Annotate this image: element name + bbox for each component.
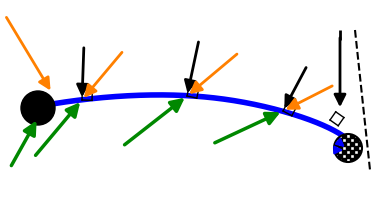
Bar (358, 150, 362, 154)
Bar (342, 158, 346, 162)
Bar (342, 134, 346, 138)
Bar (346, 138, 350, 142)
Bar (350, 134, 354, 138)
Bar (342, 142, 346, 146)
Bar (354, 154, 358, 158)
Bar (350, 150, 354, 154)
Bar (358, 158, 362, 162)
Bar (350, 142, 354, 146)
Bar (358, 142, 362, 146)
Bar (338, 146, 342, 150)
Circle shape (21, 91, 55, 125)
Bar (334, 134, 338, 138)
Bar (342, 150, 346, 154)
Bar (346, 154, 350, 158)
Bar (354, 146, 358, 150)
Bar (334, 150, 338, 154)
Bar (354, 138, 358, 142)
Bar (338, 154, 342, 158)
Bar (338, 138, 342, 142)
Bar (358, 134, 362, 138)
Bar (334, 158, 338, 162)
Circle shape (334, 134, 362, 162)
Bar (346, 146, 350, 150)
Bar (350, 158, 354, 162)
Bar (334, 142, 338, 146)
